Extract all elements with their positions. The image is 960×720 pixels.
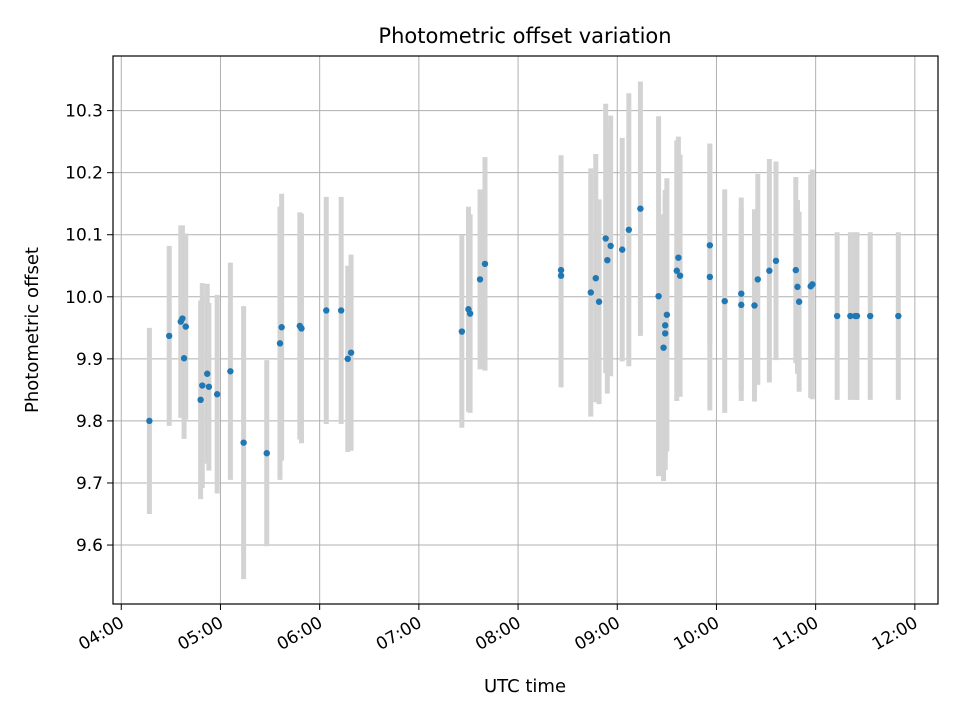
data-point [205, 383, 213, 390]
y-tick-label: 9.9 [76, 350, 103, 370]
data-point [795, 298, 803, 305]
data-point [466, 310, 474, 317]
y-tick-label: 9.7 [76, 474, 103, 494]
data-point [625, 226, 633, 233]
data-point [278, 324, 285, 331]
chart-title: Photometric offset variation [378, 24, 671, 48]
data-point [213, 391, 221, 398]
data-point [721, 297, 728, 305]
y-axis-ticks: 9.6 9.7 9.8 9.9 10.0 10.1 10.2 10.3 [65, 102, 113, 556]
data-points [146, 205, 902, 457]
data-point [323, 307, 330, 314]
data-point [772, 257, 780, 265]
data-point [607, 242, 614, 250]
data-point [587, 289, 595, 296]
grid [113, 56, 938, 604]
data-point [662, 322, 669, 329]
data-point [180, 355, 188, 362]
data-point [592, 274, 599, 282]
data-point [166, 332, 173, 340]
data-point [227, 368, 234, 375]
data-point [476, 276, 484, 283]
data-point [766, 267, 773, 274]
data-point [792, 266, 800, 274]
data-point [347, 349, 355, 356]
data-point [595, 298, 603, 305]
data-point [655, 292, 662, 300]
y-tick-label: 9.8 [76, 412, 103, 432]
data-point [660, 344, 667, 351]
data-point [867, 312, 874, 320]
data-point [847, 312, 854, 320]
data-point [738, 290, 745, 297]
data-point [337, 307, 345, 314]
data-point [619, 246, 626, 253]
y-tick-label: 10.0 [65, 288, 103, 308]
data-point [751, 302, 758, 309]
data-point [675, 254, 682, 261]
data-point [263, 449, 270, 457]
data-point [754, 276, 761, 283]
data-point [895, 312, 902, 320]
data-point [794, 283, 801, 291]
data-point [706, 242, 714, 249]
data-point [557, 272, 565, 279]
data-point [182, 323, 189, 330]
data-point [663, 311, 671, 318]
data-point [662, 330, 669, 337]
y-tick-label: 10.1 [65, 226, 103, 246]
y-tick-label: 9.6 [76, 536, 103, 556]
data-point [706, 273, 714, 281]
data-point [298, 325, 305, 332]
data-point [179, 315, 186, 322]
data-point [240, 439, 247, 446]
y-tick-label: 10.3 [65, 102, 103, 122]
data-point [637, 205, 644, 212]
data-point [146, 417, 153, 425]
data-point [557, 266, 565, 274]
y-axis-label: Photometric offset [22, 247, 43, 413]
data-point [809, 281, 816, 288]
data-point [673, 267, 680, 274]
data-point [344, 355, 351, 363]
data-point [833, 312, 841, 320]
data-point [676, 272, 684, 279]
y-tick-label: 10.2 [65, 164, 103, 184]
data-point [602, 235, 609, 242]
x-axis-label: UTC time [484, 676, 566, 697]
data-point [204, 370, 211, 377]
data-point [853, 312, 861, 320]
data-point [458, 328, 466, 335]
data-point [197, 396, 204, 404]
data-point [199, 382, 206, 389]
data-point [276, 340, 284, 347]
data-point [604, 256, 611, 264]
data-point [738, 301, 745, 309]
data-point [481, 260, 489, 268]
plot-frame [112, 55, 939, 605]
